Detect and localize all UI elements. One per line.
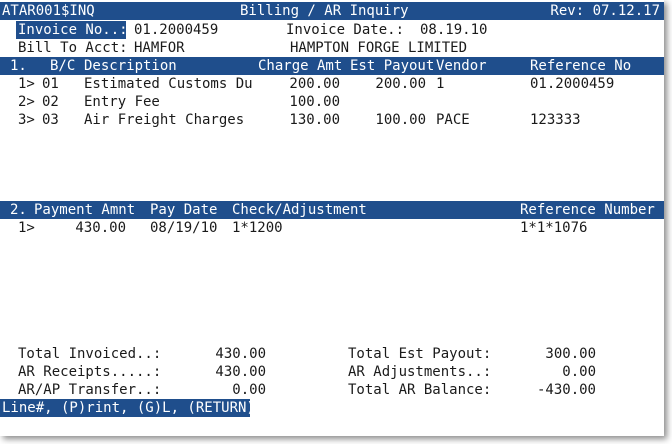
charges-col-reference: Reference No: [530, 58, 632, 74]
charge-bc: 01: [42, 76, 59, 92]
charge-line-number: 1>: [18, 76, 35, 92]
charge-amount: 100.00: [289, 94, 340, 110]
ar-adjustments-value: 0.00: [562, 364, 596, 380]
invoice-date: 08.19.10: [420, 22, 488, 38]
command-prompt[interactable]: Line#, (P)rint, (G)L, (RETURN): [2, 400, 255, 416]
title-bar: [0, 2, 664, 20]
program-id: ATAR001$INQ: [2, 3, 95, 19]
payments-col-check: Check/Adjustment: [232, 202, 367, 218]
charges-header-bar: [0, 57, 664, 75]
invoice-number[interactable]: 01.2000459: [134, 22, 219, 38]
charge-reference: 01.2000459: [530, 76, 615, 92]
charges-col-description: Description: [84, 58, 177, 74]
charge-description: Air Freight Charges: [84, 112, 245, 128]
invoice-date-label: Invoice Date.:: [286, 22, 405, 38]
payments-header-bar: [0, 201, 664, 219]
payment-line-number: 1>: [18, 220, 35, 236]
charge-vendor: PACE: [436, 112, 470, 128]
charge-est-payout: 100.00: [375, 112, 426, 128]
charges-col-charge-amt: Charge Amt: [258, 58, 343, 74]
charge-est-payout: [326, 93, 426, 111]
ar-receipts-value: 430.00: [215, 364, 266, 380]
charge-line-number: 3>: [18, 112, 35, 128]
charge-reference: 123333: [530, 112, 581, 128]
bill-to-code: HAMFOR: [134, 40, 185, 56]
payments-col-num: 2.: [10, 202, 27, 218]
charges-col-bc: B/C: [50, 58, 76, 74]
charge-description: Entry Fee: [84, 94, 160, 110]
total-invoiced-value: 430.00: [215, 346, 266, 362]
total-est-payout-value: 300.00: [545, 346, 596, 362]
invoice-label: Invoice No..:: [18, 22, 128, 38]
total-est-payout-label: Total Est Payout:: [348, 346, 492, 362]
charge-description: Estimated Customs Du: [84, 76, 253, 92]
ar-ap-transfer-value: 0.00: [232, 382, 266, 398]
payments-col-date: Pay Date: [150, 202, 218, 218]
charges-col-est-payout: Est Payout: [350, 58, 435, 74]
screen-title: Billing / AR Inquiry: [240, 3, 409, 19]
revision: Rev: 07.12.17: [550, 3, 660, 19]
charge-amount: 200.00: [289, 76, 340, 92]
charges-col-num: 1.: [10, 58, 27, 74]
charge-est-payout: 200.00: [375, 76, 426, 92]
terminal-screen: ATAR001$INQ Billing / AR Inquiry Rev: 07…: [0, 2, 664, 417]
payment-check: 1*1200: [232, 220, 283, 236]
total-ar-balance-label: Total AR Balance:: [348, 382, 492, 398]
total-ar-balance-value: -430.00: [536, 382, 596, 398]
payments-col-amount: Payment Amnt: [34, 202, 136, 218]
bill-to-label: Bill To Acct:: [18, 40, 128, 56]
ar-ap-transfer-label: AR/AP Transfer..:: [18, 382, 162, 398]
charge-line-number: 2>: [18, 94, 35, 110]
charges-col-vendor: Vendor: [436, 58, 487, 74]
bill-to-name: HAMPTON FORGE LIMITED: [290, 40, 468, 56]
command-prompt-highlight: [0, 399, 250, 417]
charge-bc: 03: [42, 112, 59, 128]
invoice-label-highlight: [16, 21, 126, 39]
total-invoiced-label: Total Invoiced..:: [18, 346, 162, 362]
ar-receipts-label: AR Receipts.....:: [18, 364, 162, 380]
payment-reference: 1*1*1076: [520, 220, 588, 236]
charge-amount: 130.00: [289, 112, 340, 128]
charge-vendor: 1: [436, 76, 445, 92]
payment-date: 08/19/10: [150, 220, 218, 236]
payment-amount: 430.00: [75, 220, 126, 236]
charge-bc: 02: [42, 94, 59, 110]
payments-col-reference: Reference Number: [520, 202, 655, 218]
ar-adjustments-label: AR Adjustments..:: [348, 364, 492, 380]
